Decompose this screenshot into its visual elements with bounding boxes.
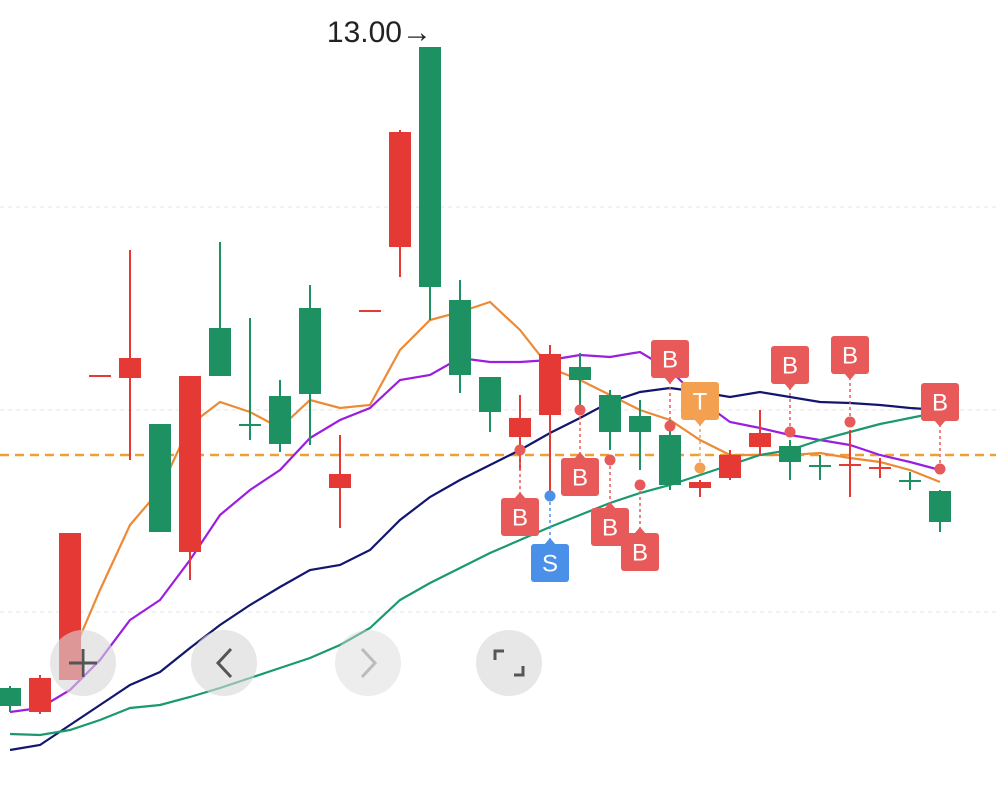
marker-badge [621,533,659,571]
candle-body [0,688,21,706]
marker-pointer [694,419,706,426]
marker-badge [921,383,959,421]
marker-pointer [784,383,796,390]
candle-body [269,396,291,444]
candle-body [659,435,681,485]
candle-body [869,467,891,469]
candle-body [89,375,111,377]
marker-label: B [602,514,618,541]
marker-label: B [662,346,678,373]
candle-body [389,132,411,247]
marker-badge [771,346,809,384]
candle-body [209,328,231,376]
high-annotation: 13.00→ [327,16,432,49]
marker-label: B [842,342,858,369]
candle-body [689,482,711,488]
marker-dot [784,426,796,438]
marker-badge [501,498,539,536]
candle-body [359,310,381,312]
marker-dot [574,404,586,416]
marker-label: B [782,352,798,379]
marker-label: T [693,388,708,415]
marker-pointer [844,373,856,380]
candle-body [599,395,621,432]
marker-dot [664,420,676,432]
fullscreen-button[interactable] [476,630,542,696]
marker-dot [694,462,706,474]
marker-badge [591,508,629,546]
marker-pointer [514,492,526,499]
marker-label: B [512,504,528,531]
marker-dot [604,454,616,466]
candle-body [719,455,741,478]
candle-body [509,418,531,437]
zoom-in-button[interactable] [50,630,116,696]
candle-body [839,464,861,466]
candle-body [119,358,141,378]
marker-dot [634,479,646,491]
candle-body [779,446,801,462]
candle-body [569,367,591,380]
marker-dot [514,444,526,456]
marker-pointer [934,420,946,427]
marker-label: B [632,539,648,566]
marker-dot [844,416,856,428]
next-button[interactable] [335,630,401,696]
candle-body [419,47,441,287]
candle-body [329,474,351,488]
marker-pointer [574,452,586,459]
marker-label: B [932,389,948,416]
candle-body [449,300,471,375]
candle-body [539,354,561,415]
candle-body [629,416,651,432]
marker-dot [934,463,946,475]
marker-pointer [664,377,676,384]
candle-body [239,424,261,426]
candle-body [299,308,321,394]
marker-label: S [542,550,558,577]
marker-pointer [634,527,646,534]
candle-body [179,376,201,552]
candle-body [479,377,501,412]
marker-pointer [604,502,616,509]
candle-body [809,465,831,467]
marker-badge [831,336,869,374]
ma-line [9,386,941,752]
marker-label: B [572,464,588,491]
marker-badge [681,382,719,420]
marker-pointer [544,538,556,545]
candle-body [929,491,951,522]
marker-dot [544,490,556,502]
marker-badge [651,340,689,378]
previous-button[interactable] [191,630,257,696]
marker-badge [561,458,599,496]
candle-body [899,480,921,482]
marker-badge [531,544,569,582]
candle-body [749,433,771,447]
candle-body [149,424,171,532]
candle-body [29,678,51,712]
